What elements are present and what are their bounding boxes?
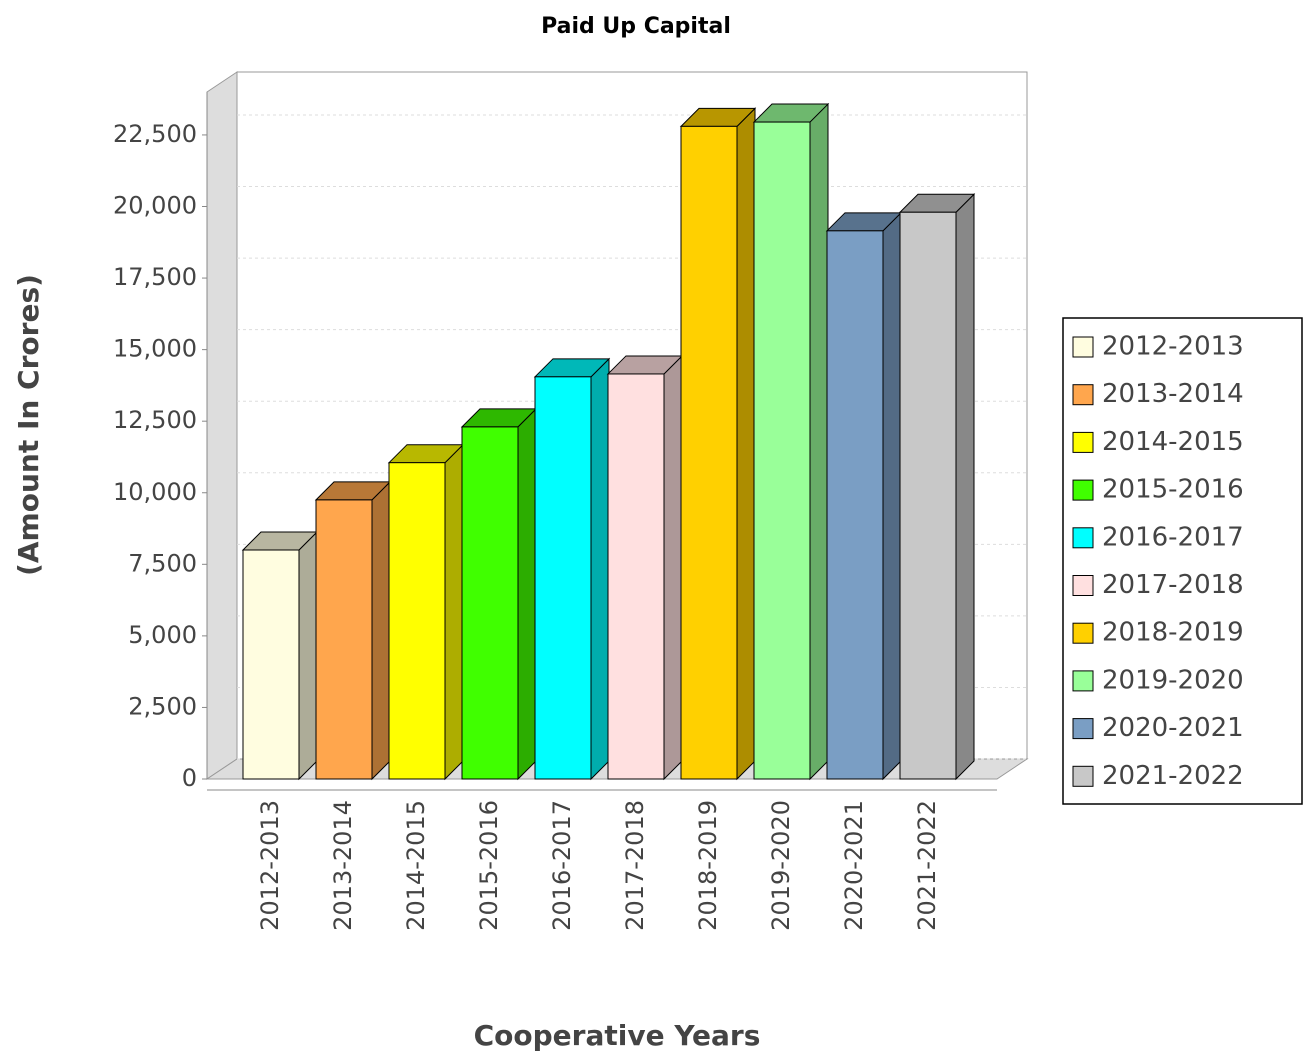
x-tick-label: 2015-2016 <box>475 800 503 931</box>
legend-label: 2016-2017 <box>1102 522 1244 552</box>
side-wall <box>206 71 238 780</box>
legend-swatch <box>1072 431 1094 453</box>
legend-swatch <box>1072 718 1094 740</box>
y-tick-label: 17,500 <box>113 263 197 291</box>
bar <box>315 499 373 780</box>
legend-label: 2015-2016 <box>1102 475 1244 505</box>
y-tick-label: 5,000 <box>128 621 197 649</box>
bar <box>534 376 592 780</box>
y-tick-label: 2,500 <box>128 692 197 720</box>
legend-label: 2020-2021 <box>1102 713 1244 743</box>
y-tick-label: 10,000 <box>113 478 197 506</box>
y-axis-title: (Amount In Crores) <box>12 274 45 576</box>
chart-title: Paid Up Capital <box>541 14 731 39</box>
legend-swatch <box>1072 670 1094 692</box>
bar-side <box>517 407 537 781</box>
bar-side <box>736 107 756 781</box>
y-tick-label: 22,500 <box>113 120 197 148</box>
x-tick-label: 2016-2017 <box>548 800 576 931</box>
y-tick-label: 0 <box>182 764 197 792</box>
y-tick-label: 15,000 <box>113 335 197 363</box>
bar-side <box>809 102 829 781</box>
x-tick-label: 2012-2013 <box>256 800 284 931</box>
y-tick-label: 7,500 <box>128 549 197 577</box>
legend-label: 2017-2018 <box>1102 570 1244 600</box>
bar-side <box>371 480 391 781</box>
legend-label: 2018-2019 <box>1102 618 1244 648</box>
x-tick-label: 2013-2014 <box>329 800 357 931</box>
x-tick-label: 2017-2018 <box>621 800 649 931</box>
bar-side <box>444 443 464 781</box>
legend-label: 2012-2013 <box>1102 332 1244 362</box>
x-tick-label: 2021-2022 <box>913 800 941 931</box>
x-tick-label: 2018-2019 <box>694 800 722 931</box>
bar <box>242 549 300 780</box>
y-tick-label: 12,500 <box>113 406 197 434</box>
legend-swatch <box>1072 575 1094 596</box>
bar <box>680 125 738 780</box>
x-tick-label: 2020-2021 <box>840 800 868 931</box>
legend-swatch <box>1072 622 1094 644</box>
x-tick-label: 2019-2020 <box>767 800 795 931</box>
bar <box>753 121 811 780</box>
legend-swatch <box>1072 336 1094 358</box>
legend-swatch <box>1072 765 1094 787</box>
legend <box>1062 317 1303 805</box>
legend-label: 2014-2015 <box>1102 427 1244 457</box>
bar-side <box>955 193 975 781</box>
bar <box>461 426 519 780</box>
y-tick-label: 20,000 <box>113 192 197 220</box>
legend-label: 2019-2020 <box>1102 665 1244 695</box>
bar <box>899 211 957 780</box>
bar-side <box>663 354 683 781</box>
legend-swatch <box>1072 479 1094 501</box>
bar <box>607 373 665 780</box>
legend-label: 2013-2014 <box>1102 379 1244 409</box>
bar-side <box>882 211 902 781</box>
legend-label: 2021-2022 <box>1102 761 1244 791</box>
x-axis-title: Cooperative Years <box>474 1019 761 1052</box>
legend-swatch <box>1072 527 1094 549</box>
legend-swatch <box>1072 384 1094 406</box>
bar <box>388 462 446 780</box>
bar <box>826 230 884 780</box>
bar-side <box>590 357 610 781</box>
bar-side <box>298 530 318 781</box>
x-tick-label: 2014-2015 <box>402 800 430 931</box>
